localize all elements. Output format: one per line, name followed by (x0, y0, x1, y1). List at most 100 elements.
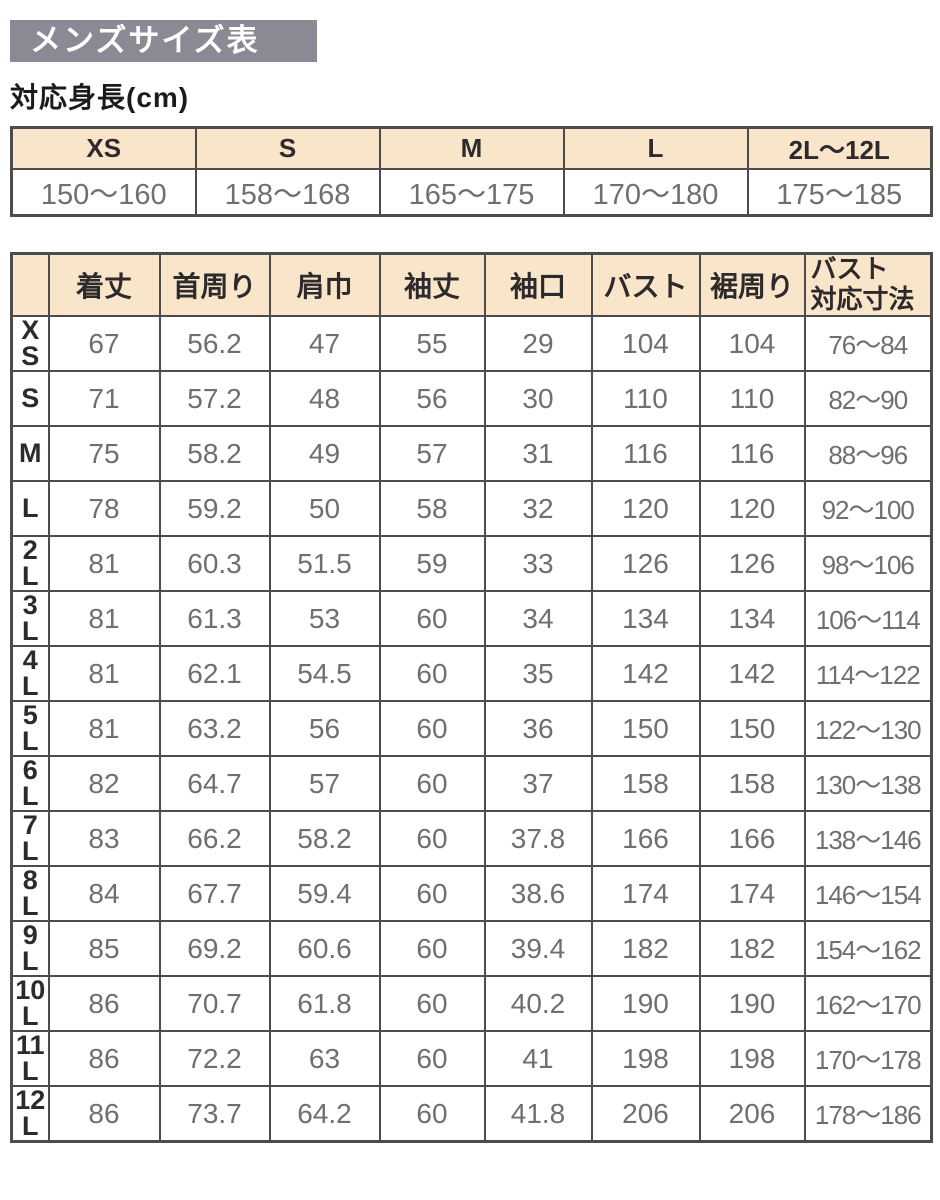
size-value-cell: 110 (698, 370, 806, 427)
size-value-cell: 82〜90 (803, 370, 933, 427)
size-col-header: 首周り (158, 252, 271, 317)
size-value-cell: 83 (47, 810, 161, 867)
size-value-cell: 60.6 (268, 920, 381, 977)
size-value-cell: 98〜106 (803, 535, 933, 592)
table-row: 12 L 86 73.7 64.2 60 41.8 206 206 178〜186 (10, 1085, 933, 1143)
height-col-header: S (194, 126, 381, 170)
size-value-cell: 60 (378, 1030, 486, 1087)
size-value-cell: 126 (590, 535, 701, 592)
size-value-cell: 120 (590, 480, 701, 537)
table-row: L 78 59.2 50 58 32 120 120 92〜100 (10, 480, 933, 537)
height-value-cell: 165〜175 (378, 168, 565, 217)
content-area: メンズサイズ表 対応身長(cm) XS S M L 2L〜12L 150〜160 158〜… (10, 20, 933, 1143)
size-value-cell: 38.6 (483, 865, 593, 922)
size-value-cell: 56 (268, 700, 381, 757)
height-col-header: XS (10, 126, 197, 170)
size-value-cell: 31 (483, 425, 593, 482)
size-value-cell: 58 (378, 480, 486, 537)
size-value-cell: 82 (47, 755, 161, 812)
size-col-header: バスト (590, 252, 701, 317)
size-value-cell: 41 (483, 1030, 593, 1087)
size-value-cell: 70.7 (158, 975, 271, 1032)
size-value-cell: 69.2 (158, 920, 271, 977)
size-value-cell: 134 (590, 590, 701, 647)
size-value-cell: 60 (378, 865, 486, 922)
height-value-cell: 170〜180 (562, 168, 749, 217)
size-value-cell: 35 (483, 645, 593, 702)
size-value-cell: 58.2 (268, 810, 381, 867)
size-value-cell: 116 (698, 425, 806, 482)
size-value-cell: 60 (378, 920, 486, 977)
size-value-cell: 84 (47, 865, 161, 922)
size-value-cell: 75 (47, 425, 161, 482)
size-table-header-row: 着丈 首周り 肩巾 袖丈 袖口 バスト 裾周り バスト 対応寸法 (10, 252, 933, 317)
size-value-cell: 78 (47, 480, 161, 537)
size-row-label: S (10, 370, 50, 427)
size-value-cell: 166 (698, 810, 806, 867)
size-value-cell: 33 (483, 535, 593, 592)
size-value-cell: 72.2 (158, 1030, 271, 1087)
size-table: 着丈 首周り 肩巾 袖丈 袖口 バスト 裾周り バスト 対応寸法 X S 67 56.2 47 55 2… (10, 252, 933, 1143)
size-value-cell: 59.4 (268, 865, 381, 922)
height-table: XS S M L 2L〜12L 150〜160 158〜168 165〜175 170〜180… (10, 126, 933, 217)
size-value-cell: 57 (378, 425, 486, 482)
size-value-cell: 198 (590, 1030, 701, 1087)
size-value-cell: 30 (483, 370, 593, 427)
size-row-label: 9 L (10, 920, 50, 977)
height-value-cell: 175〜185 (746, 168, 933, 217)
size-row-label: 3 L (10, 590, 50, 647)
size-value-cell: 40.2 (483, 975, 593, 1032)
corner-cell (10, 252, 50, 317)
size-value-cell: 56.2 (158, 315, 271, 372)
size-value-cell: 55 (378, 315, 486, 372)
size-value-cell: 60 (378, 645, 486, 702)
size-value-cell: 37.8 (483, 810, 593, 867)
size-value-cell: 198 (698, 1030, 806, 1087)
size-row-label: 5 L (10, 700, 50, 757)
size-value-cell: 39.4 (483, 920, 593, 977)
size-value-cell: 60 (378, 590, 486, 647)
size-value-cell: 206 (590, 1085, 701, 1143)
size-value-cell: 182 (698, 920, 806, 977)
size-value-cell: 60 (378, 810, 486, 867)
size-value-cell: 60 (378, 700, 486, 757)
size-col-header: 袖口 (483, 252, 593, 317)
size-value-cell: 59.2 (158, 480, 271, 537)
size-value-cell: 162〜170 (803, 975, 933, 1032)
size-value-cell: 142 (590, 645, 701, 702)
size-value-cell: 134 (698, 590, 806, 647)
size-value-cell: 29 (483, 315, 593, 372)
size-value-cell: 154〜162 (803, 920, 933, 977)
size-value-cell: 67.7 (158, 865, 271, 922)
size-value-cell: 64.7 (158, 755, 271, 812)
table-row: X S 67 56.2 47 55 29 104 104 76〜84 (10, 315, 933, 372)
size-value-cell: 174 (590, 865, 701, 922)
size-value-cell: 57 (268, 755, 381, 812)
size-value-cell: 120 (698, 480, 806, 537)
size-value-cell: 114〜122 (803, 645, 933, 702)
table-row: 9 L 85 69.2 60.6 60 39.4 182 182 154〜162 (10, 920, 933, 977)
size-value-cell: 86 (47, 1030, 161, 1087)
size-value-cell: 53 (268, 590, 381, 647)
size-value-cell: 64.2 (268, 1085, 381, 1143)
size-value-cell: 190 (590, 975, 701, 1032)
size-col-header: 袖丈 (378, 252, 486, 317)
size-value-cell: 170〜178 (803, 1030, 933, 1087)
size-row-label: 2 L (10, 535, 50, 592)
size-value-cell: 130〜138 (803, 755, 933, 812)
size-value-cell: 50 (268, 480, 381, 537)
height-table-caption: 対応身長(cm) (10, 82, 190, 113)
size-value-cell: 126 (698, 535, 806, 592)
size-value-cell: 61.3 (158, 590, 271, 647)
size-value-cell: 86 (47, 1085, 161, 1143)
size-col-header: 着丈 (47, 252, 161, 317)
size-row-label: 8 L (10, 865, 50, 922)
size-value-cell: 104 (590, 315, 701, 372)
height-value-cell: 158〜168 (194, 168, 381, 217)
table-row: S 71 57.2 48 56 30 110 110 82〜90 (10, 370, 933, 427)
size-value-cell: 190 (698, 975, 806, 1032)
size-value-cell: 104 (698, 315, 806, 372)
size-value-cell: 106〜114 (803, 590, 933, 647)
table-row: 4 L 81 62.1 54.5 60 35 142 142 114〜122 (10, 645, 933, 702)
size-row-label: L (10, 480, 50, 537)
